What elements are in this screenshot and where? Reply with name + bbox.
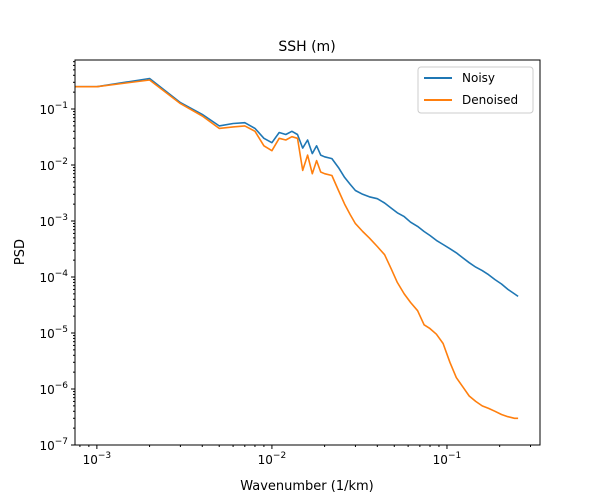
- y-tick-label: 10−2: [39, 157, 68, 173]
- legend: Noisy Denoised: [417, 66, 534, 114]
- x-tick-label: 10−2: [258, 451, 287, 467]
- x-axis-ticks: 10−3 10−2 10−1: [79, 445, 531, 467]
- y-tick-label: 10−1: [39, 101, 68, 117]
- y-axis-ticks: 10−7 10−6 10−5 10−4 10−3 10−2 10−1: [39, 61, 75, 453]
- legend-label-noisy: Noisy: [462, 71, 495, 85]
- x-tick-label: 10−1: [433, 451, 462, 467]
- y-tick-label: 10−5: [39, 325, 68, 341]
- y-tick-label: 10−4: [39, 269, 68, 285]
- series-line-denoised: [75, 79, 519, 420]
- y-tick-label: 10−7: [39, 437, 68, 453]
- x-axis-label: Wavenumber (1/km): [240, 479, 374, 494]
- y-axis-label: PSD: [13, 239, 28, 265]
- plot-frame: [74, 59, 541, 446]
- y-tick-label: 10−6: [39, 381, 68, 397]
- y-tick-label: 10−3: [39, 213, 68, 229]
- series-line-noisy: [75, 77, 519, 298]
- legend-label-denoised: Denoised: [462, 93, 518, 107]
- chart-title: SSH (m): [278, 39, 335, 55]
- series-lines: [75, 77, 519, 420]
- x-tick-label: 10−3: [83, 451, 112, 467]
